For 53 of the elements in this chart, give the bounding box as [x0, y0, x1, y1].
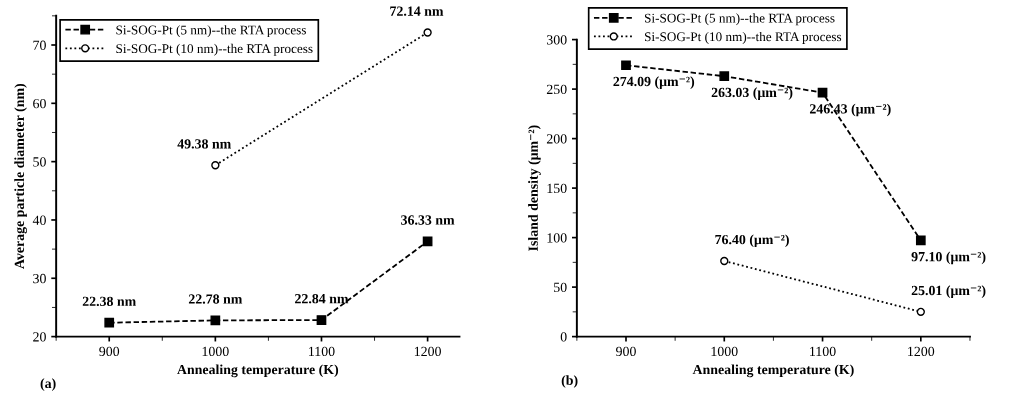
legend-label: Si-SOG-Pt (10 nm)--the RTA process — [116, 43, 313, 56]
y-tick-label: 300 — [546, 35, 567, 45]
data-label: 22.38 nm — [82, 296, 136, 307]
legend-label: Si-SOG-Pt (10 nm)--the RTA process — [644, 31, 842, 44]
legend-label: Si-SOG-Pt (5 nm)--the RTA process — [644, 13, 835, 26]
data-label: 97.10 (μm⁻²) — [911, 251, 986, 265]
point — [104, 317, 115, 328]
x-axis-title: Annealing temperature (K) — [177, 364, 339, 378]
data-label: 25.01 (μm⁻²) — [911, 285, 986, 298]
y-tick-label: 0 — [560, 332, 567, 342]
x-tick-label: 1200 — [908, 346, 935, 357]
text: (b) — [561, 375, 578, 388]
data-label: 36.33 nm — [401, 215, 455, 225]
point — [316, 315, 327, 325]
point — [423, 28, 432, 37]
y-tick-label: 200 — [546, 134, 567, 144]
point — [210, 315, 221, 326]
y-axis-title: Average particle diameter (nm) — [14, 83, 27, 269]
x-tick-label: 1200 — [414, 346, 441, 357]
point — [621, 60, 631, 71]
y-tick-label: 50 — [33, 157, 46, 167]
data-label: 22.78 nm — [188, 294, 243, 304]
point — [720, 256, 729, 266]
x-axis-title: Annealing temperature (K) — [692, 364, 854, 378]
data-label: 274.09 (μm⁻²) — [613, 76, 695, 89]
y-tick-label: 40 — [32, 215, 46, 225]
point — [719, 71, 730, 82]
y-tick-label: 30 — [33, 273, 46, 284]
point — [211, 161, 220, 170]
point — [915, 235, 926, 246]
y-axis-title: Island density (μm⁻²) — [528, 125, 541, 251]
x-tick-label: 1000 — [202, 346, 229, 357]
y-tick-label: 100 — [547, 233, 567, 243]
x-tick-label: 1100 — [810, 346, 836, 357]
legend-label: Si-SOG-Pt (5 nm)--the RTA process — [116, 25, 306, 38]
y-tick-label: 60 — [33, 98, 46, 109]
y-tick-label: 250 — [546, 84, 567, 95]
x-tick-label: 1000 — [711, 346, 738, 357]
y-tick-label: 150 — [547, 183, 567, 194]
text: (a) — [40, 378, 56, 391]
data-label: 49.38 nm — [177, 139, 232, 149]
data-label: 22.84 nm — [295, 293, 349, 304]
y-tick-label: 20 — [33, 332, 46, 342]
x-tick-label: 1100 — [309, 346, 335, 357]
point — [916, 307, 925, 317]
data-label: 76.40 (μm⁻²) — [715, 234, 789, 248]
y-tick-label: 50 — [554, 282, 567, 293]
data-label: 72.14 nm — [390, 6, 444, 16]
x-tick-label: 900 — [99, 346, 120, 357]
x-tick-label: 900 — [616, 346, 636, 357]
y-tick-label: 70 — [33, 40, 46, 50]
data-label: 246.43 (μm⁻²) — [809, 103, 891, 117]
data-label: 263.03 (μm⁻²) — [711, 87, 793, 100]
